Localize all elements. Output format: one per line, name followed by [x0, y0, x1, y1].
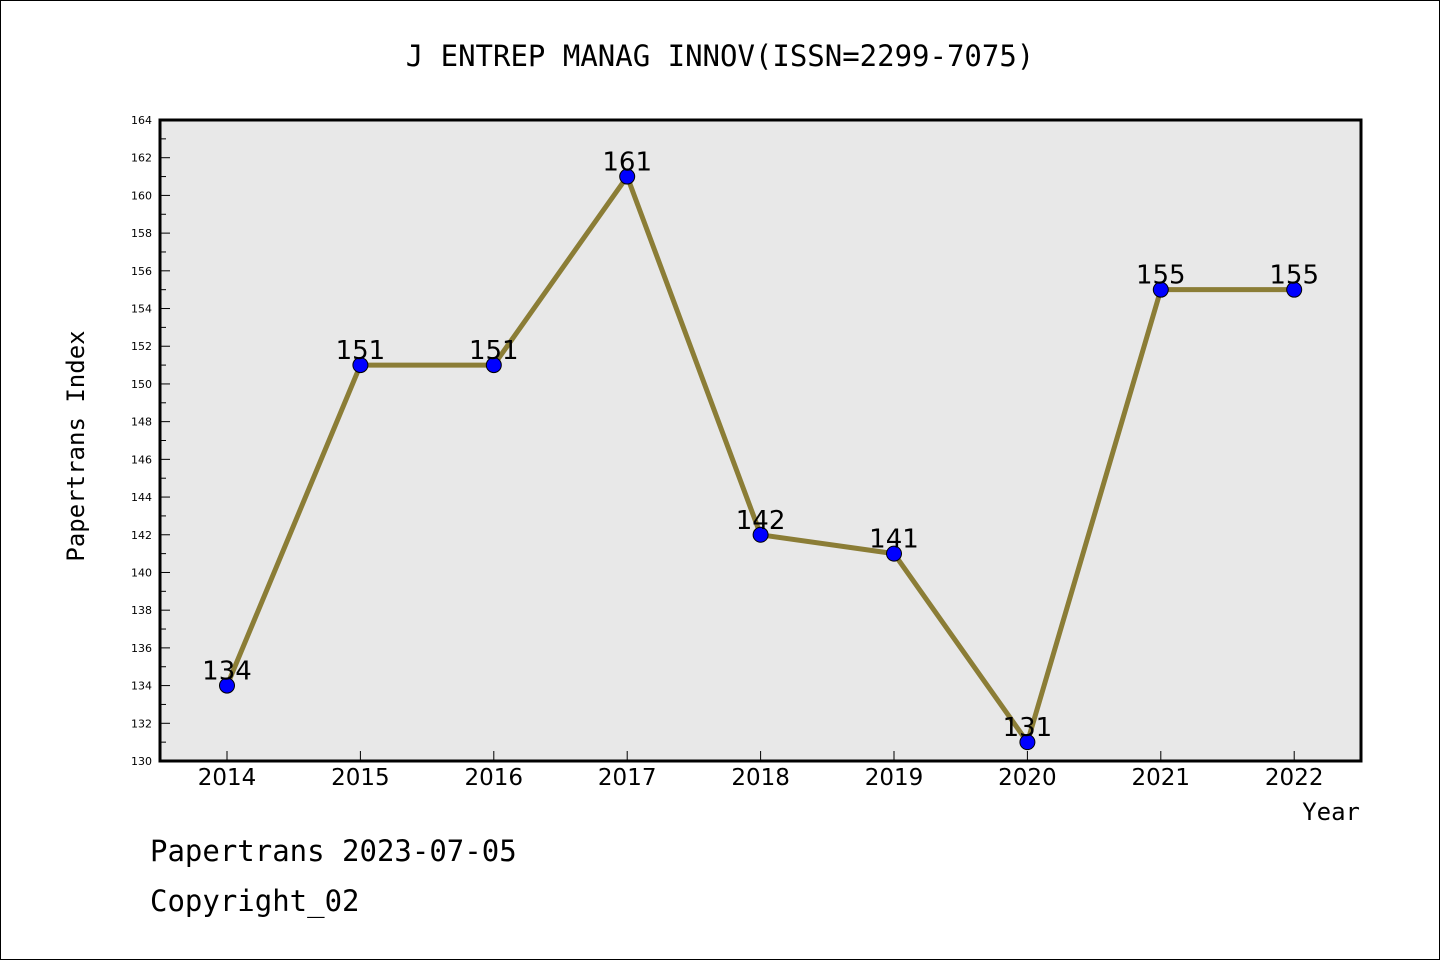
y-tick-label: 138: [131, 604, 152, 617]
y-axis: 130 132 134 136 138 140 142 144 146 148 150 152 154 1…: [131, 114, 170, 768]
data-point: [352, 357, 369, 374]
data-point: [1286, 281, 1303, 298]
y-tick-label: 130: [131, 755, 152, 768]
y-tick-label: 146: [131, 453, 152, 466]
x-tick-label: 2018: [731, 765, 790, 791]
data-point: [219, 677, 235, 694]
y-tick-label: 142: [131, 529, 152, 542]
data-label: 151: [336, 336, 386, 366]
y-tick-label: 156: [131, 265, 152, 278]
x-tick-label: 2014: [198, 765, 257, 791]
y-tick-label: 152: [131, 340, 152, 353]
chart-title: J ENTREP MANAG INNOV(ISSN=2299-7075): [406, 39, 1035, 73]
y-tick-label: 132: [131, 717, 152, 730]
x-tick-label: 2022: [1265, 765, 1324, 791]
data-label: 134: [202, 657, 252, 687]
y-tick-label: 162: [131, 152, 152, 165]
data-point: [619, 168, 636, 185]
x-tick-label: 2019: [865, 765, 924, 791]
x-tick-label: 2017: [598, 765, 657, 791]
data-label: 155: [1136, 261, 1186, 291]
data-label: 151: [469, 336, 519, 366]
y-tick-label: 160: [131, 189, 152, 202]
x-tick-label: 2021: [1132, 765, 1191, 791]
y-tick-label: 154: [131, 303, 152, 316]
data-point: [886, 545, 902, 562]
data-label: 131: [1003, 713, 1053, 743]
y-tick-label: 144: [131, 491, 152, 504]
data-label: 141: [869, 525, 919, 555]
data-point: [1152, 281, 1169, 298]
data-label: 161: [602, 148, 652, 178]
data-label: 142: [736, 506, 786, 536]
x-tick-label: 2016: [465, 765, 524, 791]
data-point: [752, 526, 769, 543]
y-tick-label: 158: [131, 227, 152, 240]
x-axis: 2014 2015 2016 2017 2018 2019 2020 2021 2022: [198, 751, 1324, 791]
data-label: 155: [1269, 261, 1319, 291]
y-axis-label: Papertrans Index: [62, 330, 90, 561]
plot-area: [158, 118, 1363, 763]
data-labels: 134 151 151 161 142 141 131 155 155: [202, 148, 1319, 744]
data-markers: [219, 168, 1303, 751]
x-tick-label: 2020: [998, 765, 1057, 791]
y-tick-label: 136: [131, 642, 152, 655]
y-tick-label: 148: [131, 416, 152, 429]
y-tick-label: 150: [131, 378, 152, 391]
footer-stamp: Papertrans 2023-07-05: [150, 834, 517, 868]
data-point: [485, 357, 502, 374]
footer-copyright: Copyright_02: [150, 884, 360, 918]
x-tick-label: 2015: [331, 765, 390, 791]
x-axis-label: Year: [1302, 798, 1360, 826]
y-tick-label: 164: [131, 114, 152, 127]
y-tick-label: 140: [131, 566, 152, 579]
data-point: [1019, 734, 1036, 751]
y-tick-label: 134: [131, 680, 152, 693]
